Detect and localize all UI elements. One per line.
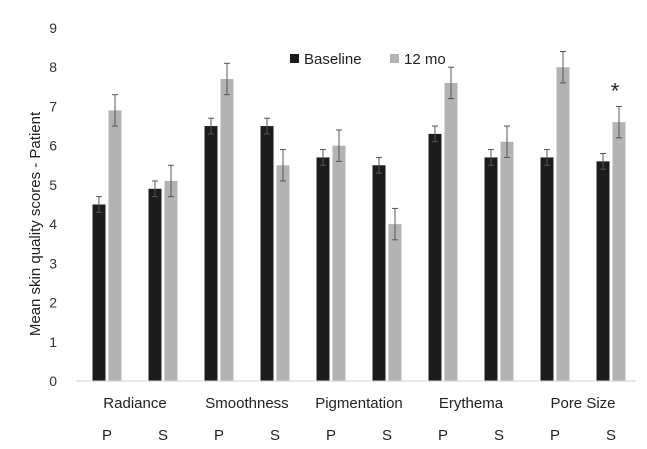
bar-baseline bbox=[92, 204, 106, 381]
bar-12mo bbox=[276, 165, 290, 381]
bar-12mo bbox=[556, 67, 570, 381]
group-label: Smoothness bbox=[205, 395, 288, 412]
bar-12mo bbox=[108, 110, 122, 381]
y-tick-label: 8 bbox=[49, 59, 57, 75]
legend-swatch bbox=[390, 54, 399, 63]
x-tick-label: S bbox=[382, 427, 392, 444]
y-tick-label: 6 bbox=[49, 138, 57, 154]
y-axis: 0 1 2 3 4 5 6 7 8 9 bbox=[49, 20, 57, 389]
x-tick-label: P bbox=[550, 427, 560, 444]
group-label: Radiance bbox=[103, 395, 166, 412]
y-tick-label: 4 bbox=[49, 216, 57, 232]
bar-baseline bbox=[260, 126, 274, 381]
y-tick-label: 5 bbox=[49, 177, 57, 193]
y-tick-label: 7 bbox=[49, 98, 57, 114]
bar-baseline bbox=[484, 157, 498, 381]
y-tick-label: 0 bbox=[49, 373, 57, 389]
x-tick-label: P bbox=[214, 427, 224, 444]
bar-12mo bbox=[612, 122, 626, 381]
x-tick-label: S bbox=[158, 427, 168, 444]
significance-marker: * bbox=[611, 78, 620, 103]
x-axis: P S P S P S P S P S Radiance Smoothness Pigmentation… bbox=[76, 380, 636, 444]
x-tick-label: P bbox=[102, 427, 112, 444]
bar-12mo bbox=[164, 180, 178, 381]
bar-12mo bbox=[444, 82, 458, 382]
legend-swatch bbox=[290, 54, 299, 63]
bar-baseline bbox=[372, 165, 386, 381]
x-tick-label: S bbox=[270, 427, 280, 444]
group-label: Pore Size bbox=[550, 395, 615, 412]
bar-12mo bbox=[500, 141, 514, 381]
legend-label: Baseline bbox=[304, 51, 362, 68]
bar-12mo bbox=[388, 224, 402, 381]
legend-label: 12 mo bbox=[404, 51, 446, 68]
bar-baseline bbox=[316, 157, 330, 381]
y-tick-label: 3 bbox=[49, 255, 57, 271]
bar-baseline bbox=[540, 157, 554, 381]
group-label: Pigmentation bbox=[315, 395, 403, 412]
x-tick-label: S bbox=[606, 427, 616, 444]
group-label: Erythema bbox=[439, 395, 504, 412]
bar-12mo bbox=[220, 78, 234, 381]
legend: Baseline 12 mo bbox=[290, 51, 446, 68]
x-tick-label: P bbox=[326, 427, 336, 444]
bar-baseline bbox=[428, 133, 442, 381]
bars: * bbox=[92, 51, 626, 382]
y-tick-label: 2 bbox=[49, 295, 57, 311]
x-tick-label: S bbox=[494, 427, 504, 444]
bar-12mo bbox=[332, 145, 346, 381]
bar-baseline bbox=[204, 126, 218, 381]
bar-baseline bbox=[596, 161, 610, 381]
y-tick-label: 1 bbox=[49, 334, 57, 350]
x-tick-label: P bbox=[438, 427, 448, 444]
y-tick-label: 9 bbox=[49, 20, 57, 36]
bar-baseline bbox=[148, 188, 162, 381]
y-axis-label: Mean skin quality scores - Patient bbox=[27, 111, 44, 336]
